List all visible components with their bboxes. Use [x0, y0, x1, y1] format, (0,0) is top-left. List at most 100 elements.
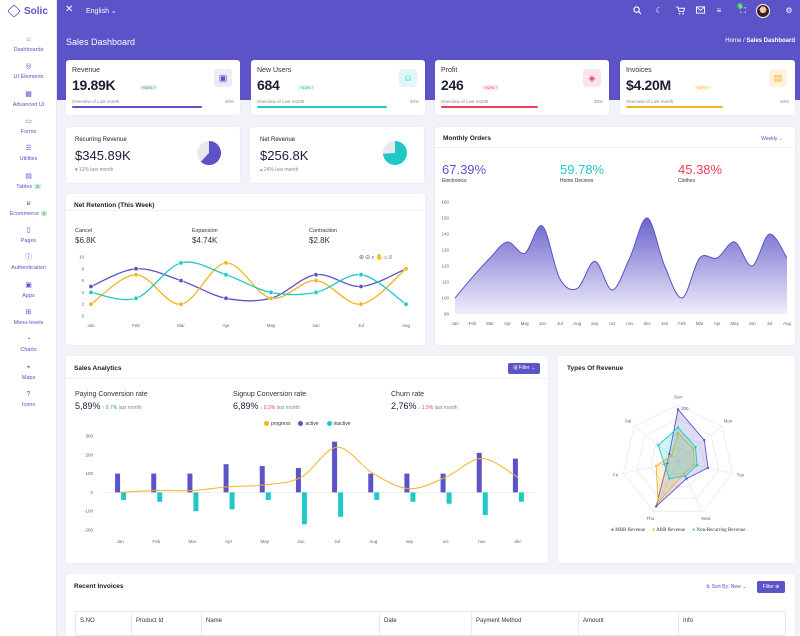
- retention-stat-label: Contraction: [309, 228, 338, 234]
- mail-icon[interactable]: [695, 6, 705, 16]
- x-tick-label: Apr: [714, 321, 722, 326]
- x-tick-label: Jul: [767, 321, 773, 326]
- sidebar-badge: 3: [34, 183, 41, 189]
- sidebar-item-apps[interactable]: ▣ Apps: [0, 282, 57, 299]
- radar-series-polygon: [655, 408, 709, 508]
- breadcrumb: Home / Sales Dashboard: [725, 38, 795, 44]
- types-of-revenue-title: Types Of Revenue: [567, 365, 624, 372]
- sidebar-item-authentication[interactable]: ⓘ Authentication: [0, 254, 57, 271]
- column-header[interactable]: S.NO: [80, 618, 95, 624]
- legend-item-inactive[interactable]: inactive: [326, 421, 350, 427]
- sidebar-item-ecommerce[interactable]: ⊌ Ecommerce 4: [0, 200, 57, 217]
- retention-stat-value: $6.8K: [75, 236, 96, 245]
- help-circle-icon: ?: [26, 390, 31, 398]
- legend-item-progress[interactable]: progress: [264, 421, 290, 427]
- x-tick-label: dec: [644, 321, 652, 326]
- recurring-label: Recurring Revenue: [75, 137, 127, 143]
- fullscreen-icon[interactable]: ⛶: [740, 6, 746, 15]
- x-tick-label: Jan: [87, 323, 95, 328]
- legend-label: ARR Revenue: [655, 528, 686, 533]
- active-bar: [440, 473, 446, 493]
- recurring-sub: ▾ 12% last month: [75, 167, 113, 173]
- y-tick-label: 0: [81, 314, 84, 319]
- net-revenue-sub-text: 24% last month: [263, 167, 299, 173]
- menu-icon[interactable]: ≡: [716, 6, 722, 15]
- column-header[interactable]: Payment Method: [476, 618, 522, 624]
- orders-stat-value: 45.38%: [678, 162, 723, 177]
- language-selector[interactable]: English ⌄: [86, 7, 117, 15]
- sidebar-item-advanced-ui[interactable]: ▦ Advanced UI: [0, 91, 57, 108]
- column-divider: [131, 612, 132, 636]
- menu-icon[interactable]: ≡: [388, 255, 394, 261]
- sidebar-badge: 4: [40, 210, 48, 216]
- radar-data-point: [657, 444, 660, 447]
- pan-icon[interactable]: ✋: [375, 255, 384, 261]
- radar-data-point: [694, 445, 697, 449]
- x-tick-label: Mar: [177, 323, 185, 328]
- sort-dropdown[interactable]: ⇅ Sort By: New ⌄: [706, 584, 746, 590]
- period-dropdown[interactable]: Weekly ⌄: [761, 136, 783, 142]
- invoices-filter-button[interactable]: Filter ⊕: [757, 581, 785, 593]
- zoom-in-icon[interactable]: ⊕: [359, 255, 366, 261]
- radar-data-point: [656, 501, 660, 504]
- orders-stat-label: Clothes: [678, 178, 695, 184]
- column-header[interactable]: Product Id: [136, 618, 164, 624]
- period-label: Weekly: [761, 136, 778, 142]
- radar-legend-item[interactable]: ● MRR Revenue: [611, 528, 645, 533]
- radar-legend-item[interactable]: ● Non-Recurring Revenue: [692, 528, 745, 533]
- pie-chart-icon: ◔: [26, 336, 31, 344]
- layers-icon: ☰: [25, 145, 32, 153]
- moon-icon[interactable]: ☾: [655, 6, 663, 15]
- sidebar-item-label: Tables: [16, 183, 33, 190]
- sort-label: Sort By: New: [711, 584, 741, 590]
- sidebar-item-icons[interactable]: ? Icons: [0, 391, 57, 408]
- column-header[interactable]: Date: [384, 618, 397, 624]
- sidebar-item-label: Ecommerce: [9, 210, 39, 217]
- radar-legend-item[interactable]: ● ARR Revenue: [652, 528, 685, 533]
- kpi-percent: 40%: [224, 99, 234, 104]
- app-logo[interactable]: Solic: [7, 3, 48, 19]
- sidebar-item-dashboards[interactable]: ⌂ Dashboards: [0, 36, 57, 53]
- sidebar-item-utilities[interactable]: ☰ Utilities: [0, 145, 57, 162]
- sidebar-item-label: Menu-levels: [13, 320, 44, 326]
- kpi-percent: 30%: [593, 99, 603, 104]
- retention-data-point: [313, 278, 319, 284]
- breadcrumb-separator: /: [742, 38, 745, 44]
- sidebar-item-charts[interactable]: ◔ Charts: [0, 336, 57, 353]
- cart-icon[interactable]: [675, 6, 685, 16]
- y-tick-label: 100: [85, 471, 93, 476]
- home-icon[interactable]: ⌂: [383, 255, 389, 261]
- sidebar-item-ui-elements[interactable]: ◎ UI Elements: [0, 63, 57, 80]
- legend-item-active[interactable]: active: [298, 421, 319, 427]
- sidebar-item-label: Charts: [20, 347, 37, 354]
- types-of-revenue-radar-chart: Sun Mon Tue Wed Thu Fri Sat 100: [613, 395, 745, 522]
- retention-data-point: [133, 266, 139, 272]
- avatar[interactable]: [756, 4, 770, 18]
- inactive-bar: [265, 492, 271, 500]
- document-icon: ▤: [769, 69, 787, 87]
- sidebar-item-menu-levels[interactable]: ⊞ Menu-levels: [0, 309, 57, 326]
- inactive-bar: [338, 492, 344, 517]
- sa-stat-label: Signup Conversion rate: [233, 391, 307, 398]
- search-icon[interactable]: [632, 6, 642, 16]
- kpi-change-badge: +66% ↑: [140, 85, 158, 90]
- column-header[interactable]: Name: [206, 618, 223, 624]
- sidebar-item-maps[interactable]: ⌖ Maps: [0, 364, 57, 381]
- gear-icon[interactable]: ⚙: [785, 6, 793, 15]
- radar-data-point: [692, 447, 695, 450]
- filter-button[interactable]: ⇶ Filter ⌄: [508, 363, 540, 374]
- kpi-label: Revenue: [72, 67, 101, 74]
- inactive-bar: [518, 492, 524, 502]
- close-sidebar-icon[interactable]: ✕: [65, 4, 74, 15]
- y-tick-label: 130: [441, 248, 449, 253]
- sa-stat-value-row: 6,89% ↓ 0.2% last month: [233, 401, 300, 411]
- sidebar-item-tables[interactable]: ▤ Tables 3: [0, 173, 57, 190]
- zoom-out-icon[interactable]: ⊖: [365, 255, 372, 261]
- sidebar-item-pages[interactable]: ▯ Pages: [0, 227, 57, 244]
- column-header[interactable]: Info: [683, 618, 694, 624]
- magnifier-icon[interactable]: ⌕: [371, 255, 376, 261]
- sidebar-item-forms[interactable]: ▭ Forms: [0, 118, 57, 135]
- column-header[interactable]: Amount: [583, 618, 604, 624]
- breadcrumb-home[interactable]: Home: [725, 38, 742, 44]
- invoices-table-header: S.NO Product Id Name Date Payment Method Amou…: [75, 611, 786, 636]
